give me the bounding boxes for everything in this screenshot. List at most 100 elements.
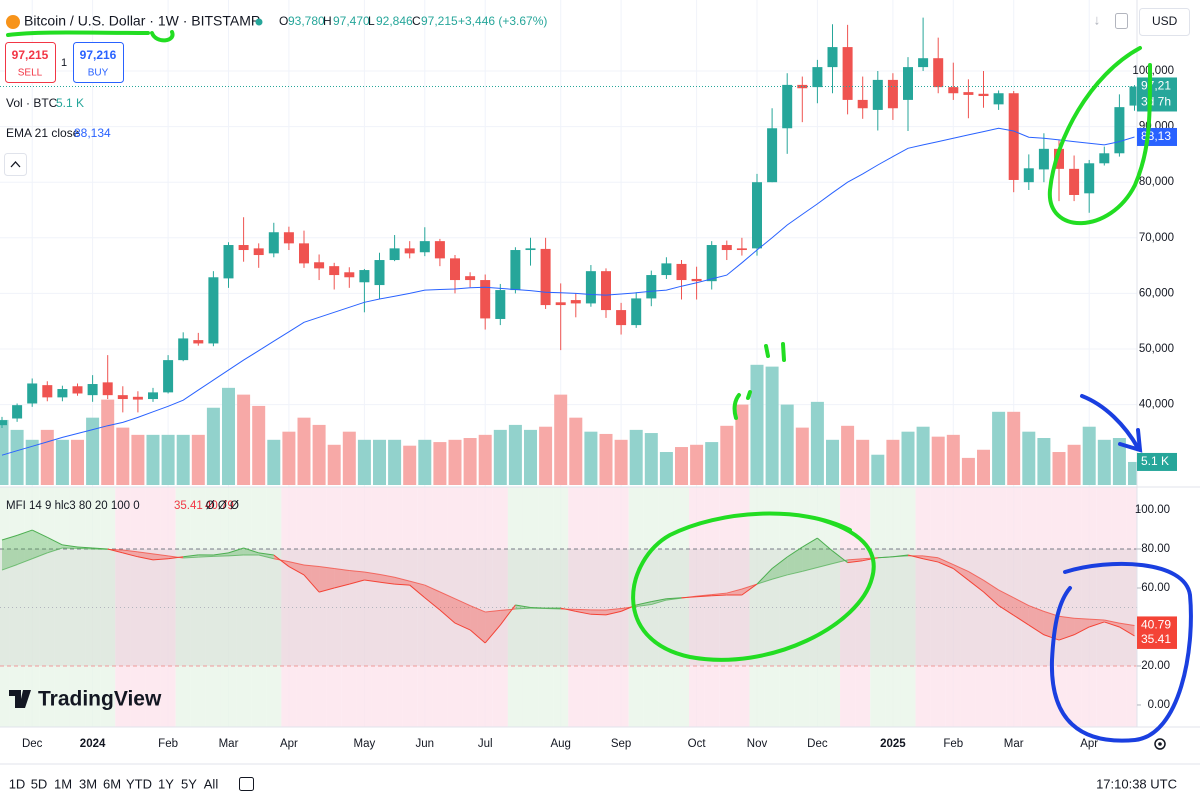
mfi-zone bbox=[402, 487, 418, 727]
timeframe-button[interactable]: 1D bbox=[9, 776, 26, 791]
volume-bar bbox=[901, 431, 915, 485]
ohlc-value: 92,846 bbox=[376, 14, 413, 28]
timeframe-button[interactable]: 5D bbox=[31, 776, 48, 791]
candle-body bbox=[208, 277, 219, 344]
logo[interactable]: TradingView bbox=[38, 688, 162, 711]
candle-body bbox=[827, 47, 838, 68]
candle-body bbox=[555, 302, 566, 306]
labels: Bitcoin / U.S. Dollar · 1W · BITSTAMP O … bbox=[4, 8, 1190, 791]
scroll-button[interactable]: ↓ bbox=[1094, 12, 1101, 28]
quantity[interactable]: 1 bbox=[61, 57, 67, 69]
mfi-zone bbox=[1066, 487, 1082, 727]
mfi-fill bbox=[787, 547, 803, 575]
volume-bar bbox=[237, 394, 251, 485]
mfi-ma-line bbox=[439, 591, 456, 600]
mfi-zone bbox=[341, 487, 357, 727]
candle-body bbox=[27, 383, 38, 404]
timeframe-button[interactable]: YTD bbox=[126, 776, 152, 791]
settings-icon[interactable] bbox=[1154, 738, 1166, 750]
mfi-line bbox=[1058, 634, 1075, 641]
timeframe-button[interactable]: All bbox=[204, 776, 219, 791]
timeframe-button[interactable]: 5Y bbox=[181, 776, 197, 791]
volume-bar bbox=[1067, 444, 1081, 485]
reset-button[interactable] bbox=[1115, 13, 1128, 29]
mfi-ma-line bbox=[802, 567, 818, 572]
volume-bar bbox=[554, 394, 568, 485]
volume-bar bbox=[1037, 438, 1051, 485]
volume-bar bbox=[1128, 461, 1137, 485]
annotation-underline bbox=[6, 30, 175, 43]
timeframe-button[interactable]: 1M bbox=[54, 776, 72, 791]
mfi-line bbox=[515, 604, 531, 608]
volume-bar bbox=[0, 419, 9, 485]
candle-body bbox=[812, 67, 823, 88]
collapse-button[interactable] bbox=[4, 153, 27, 176]
timeframe-button[interactable]: 3M bbox=[79, 776, 97, 791]
candle-body bbox=[706, 245, 717, 282]
volume-bar bbox=[418, 439, 432, 485]
volume-bar bbox=[40, 429, 54, 485]
candle-body bbox=[510, 250, 521, 291]
mfi-ma-line bbox=[605, 607, 622, 611]
candle-body bbox=[646, 275, 657, 299]
y-tick-label: 90,000 bbox=[1139, 121, 1174, 133]
mfi-line bbox=[394, 583, 410, 586]
mfi-fill bbox=[394, 577, 410, 586]
volume-bar bbox=[478, 434, 492, 485]
mfi-zone bbox=[236, 487, 252, 727]
bitcoin-icon bbox=[6, 15, 20, 29]
mfi-ma-line bbox=[469, 605, 486, 613]
mfi-fill bbox=[968, 571, 984, 592]
mfi-line bbox=[213, 552, 229, 556]
mfi-line bbox=[364, 579, 380, 583]
candle-body bbox=[117, 395, 128, 400]
mfi-ma-line bbox=[364, 571, 380, 575]
annotation-circle bbox=[631, 511, 876, 662]
symbol-title[interactable]: Bitcoin / U.S. Dollar · 1W · BITSTAMP bbox=[24, 13, 260, 29]
buy-button[interactable] bbox=[73, 42, 124, 83]
x-tick-label: Apr bbox=[1080, 738, 1098, 750]
mfi-ma-line bbox=[983, 579, 999, 591]
mfi-ma-line bbox=[258, 554, 274, 560]
logo-icon bbox=[9, 690, 31, 708]
currency-button[interactable] bbox=[1139, 8, 1190, 36]
ohlc-value: 97,470 bbox=[333, 14, 370, 28]
volume-bar bbox=[705, 442, 719, 485]
mfi-zone bbox=[54, 487, 70, 727]
annotation-circle bbox=[1047, 46, 1152, 226]
candle-body bbox=[419, 241, 430, 253]
mfi-line bbox=[968, 579, 984, 593]
ohlc-value: 93,780 bbox=[288, 14, 325, 28]
mfi-line bbox=[1104, 621, 1120, 628]
sell-button[interactable] bbox=[5, 42, 56, 83]
ema-legend-value: 88,134 bbox=[74, 126, 111, 140]
volume-bar bbox=[55, 439, 69, 485]
mfi-ma-line bbox=[651, 599, 667, 606]
volume-bar bbox=[916, 426, 930, 485]
mfi-zone bbox=[809, 487, 825, 727]
x-tick-label: 2024 bbox=[80, 738, 106, 750]
calendar-icon[interactable] bbox=[239, 777, 254, 791]
mfi-legend-value: 35.41 bbox=[174, 500, 203, 512]
mfi-axis-label: 35.41 bbox=[1141, 632, 1171, 646]
candle-body bbox=[193, 340, 204, 344]
x-tick-label: Mar bbox=[1004, 738, 1024, 750]
timeframe-button[interactable]: 1Y bbox=[158, 776, 174, 791]
volume-bar bbox=[614, 439, 628, 485]
volume-bar bbox=[977, 449, 990, 485]
timeframe-button[interactable]: 6M bbox=[103, 776, 121, 791]
candle-body bbox=[314, 262, 325, 269]
candle-body bbox=[872, 79, 883, 110]
volume-bar bbox=[131, 434, 145, 485]
mfi-ma-line bbox=[122, 549, 138, 553]
mfi-line bbox=[771, 556, 788, 569]
candle-body bbox=[72, 386, 83, 394]
volume-bar bbox=[312, 424, 326, 485]
volume-bar bbox=[357, 439, 371, 485]
volume-bar bbox=[463, 438, 477, 485]
mfi-ma-line bbox=[198, 555, 214, 558]
mfi-ma-line bbox=[1058, 615, 1075, 619]
mfi-ma-axis-label-box bbox=[1137, 616, 1177, 635]
mfi-line bbox=[802, 537, 818, 548]
mfi-legend-flags: Ø Ø Ø bbox=[206, 500, 239, 512]
